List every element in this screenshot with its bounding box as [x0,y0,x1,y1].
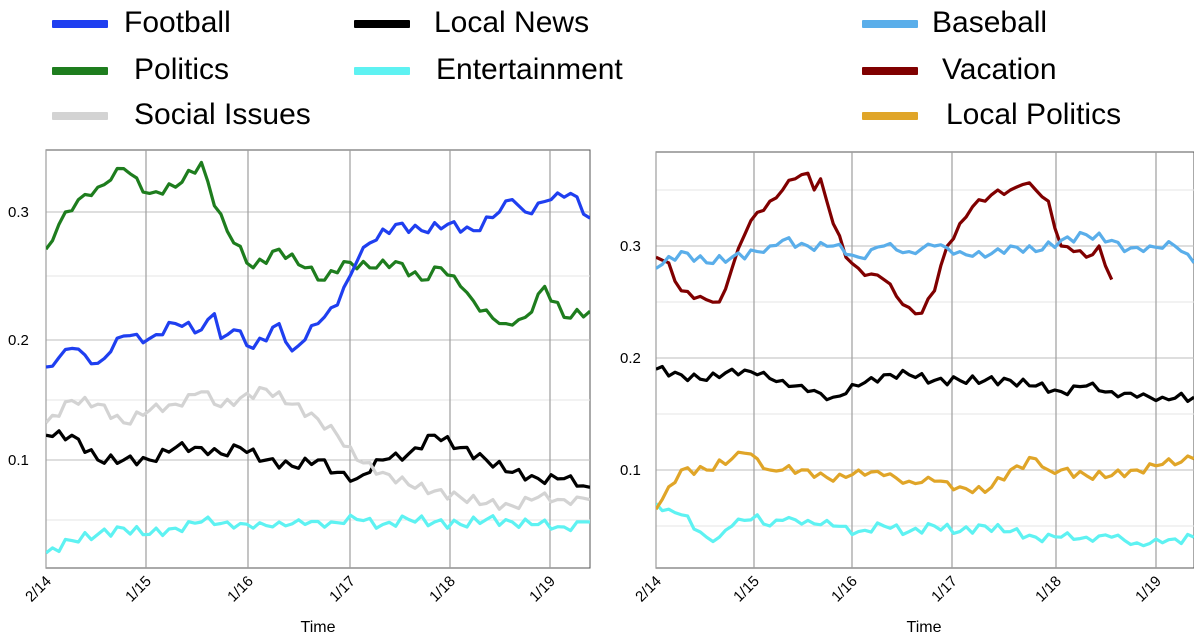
plot-frame-1 [45,149,591,569]
series-line-1-entertainment [46,513,590,555]
legend-label-local-news: Local News [434,6,590,39]
series-line-2-local-news [656,364,1194,403]
series-line-2-vacation [656,171,1114,316]
legend-label-social-issues: Social Issues [134,98,311,131]
y-tick-label-2-0-1: 0.1 [620,462,641,479]
legend-label-local-politics: Local Politics [946,98,1122,131]
x-tick-label-2-1-17: 1/17 [928,573,961,606]
legend-label-football: Football [124,6,231,39]
x-tick-label-2-1-19: 1/19 [1132,573,1165,606]
x-axis-label-2: Time [907,619,942,636]
x-tick-label-2-1-15: 1/15 [730,573,763,606]
x-tick-label-1-1-15: 1/15 [122,573,155,606]
x-tick-label-1-1-16: 1/16 [224,573,257,606]
legend-swatch-vacation [862,67,918,75]
legend-swatch-entertainment [354,67,410,75]
legend-label-vacation: Vacation [942,53,1057,86]
legend-swatch-baseball [862,20,918,28]
legend-swatch-politics [52,67,108,75]
series-line-2-baseball [656,230,1194,270]
series-line-1-football [46,191,590,369]
x-tick-label-2-1-16: 1/16 [828,573,861,606]
legend-swatch-football [52,20,108,28]
series-line-1-politics [46,160,590,327]
x-tick-label-1-1-19: 1/19 [526,573,559,606]
series-line-1-social-issues [46,385,590,511]
y-tick-label-1-0-1: 0.1 [8,452,29,469]
y-tick-label-1-0-3: 0.3 [8,204,29,221]
y-tick-label-1-0-2: 0.2 [8,332,29,349]
legend-label-baseball: Baseball [932,6,1048,39]
x-tick-label-1-2-14: 2/14 [22,573,55,606]
x-tick-label-2-1-18: 1/18 [1032,573,1065,606]
y-tick-label-2-0-3: 0.3 [620,238,641,255]
series-line-2-entertainment [656,502,1194,548]
legend-swatch-social-issues [52,112,108,120]
series-line-2-local-politics [656,450,1194,511]
legend-label-politics: Politics [134,53,230,86]
legend-swatch-local-politics [862,112,918,120]
plot-frame-2 [655,151,1194,569]
legend-label-entertainment: Entertainment [436,53,623,86]
x-tick-label-1-1-17: 1/17 [326,573,359,606]
y-tick-label-2-0-2: 0.2 [620,350,641,367]
x-tick-label-1-1-18: 1/18 [426,573,459,606]
x-axis-label-1: Time [301,619,336,636]
legend-swatch-local-news [354,20,410,28]
series-line-1-local-news [46,429,590,489]
x-tick-label-2-2-14: 2/14 [632,573,665,606]
